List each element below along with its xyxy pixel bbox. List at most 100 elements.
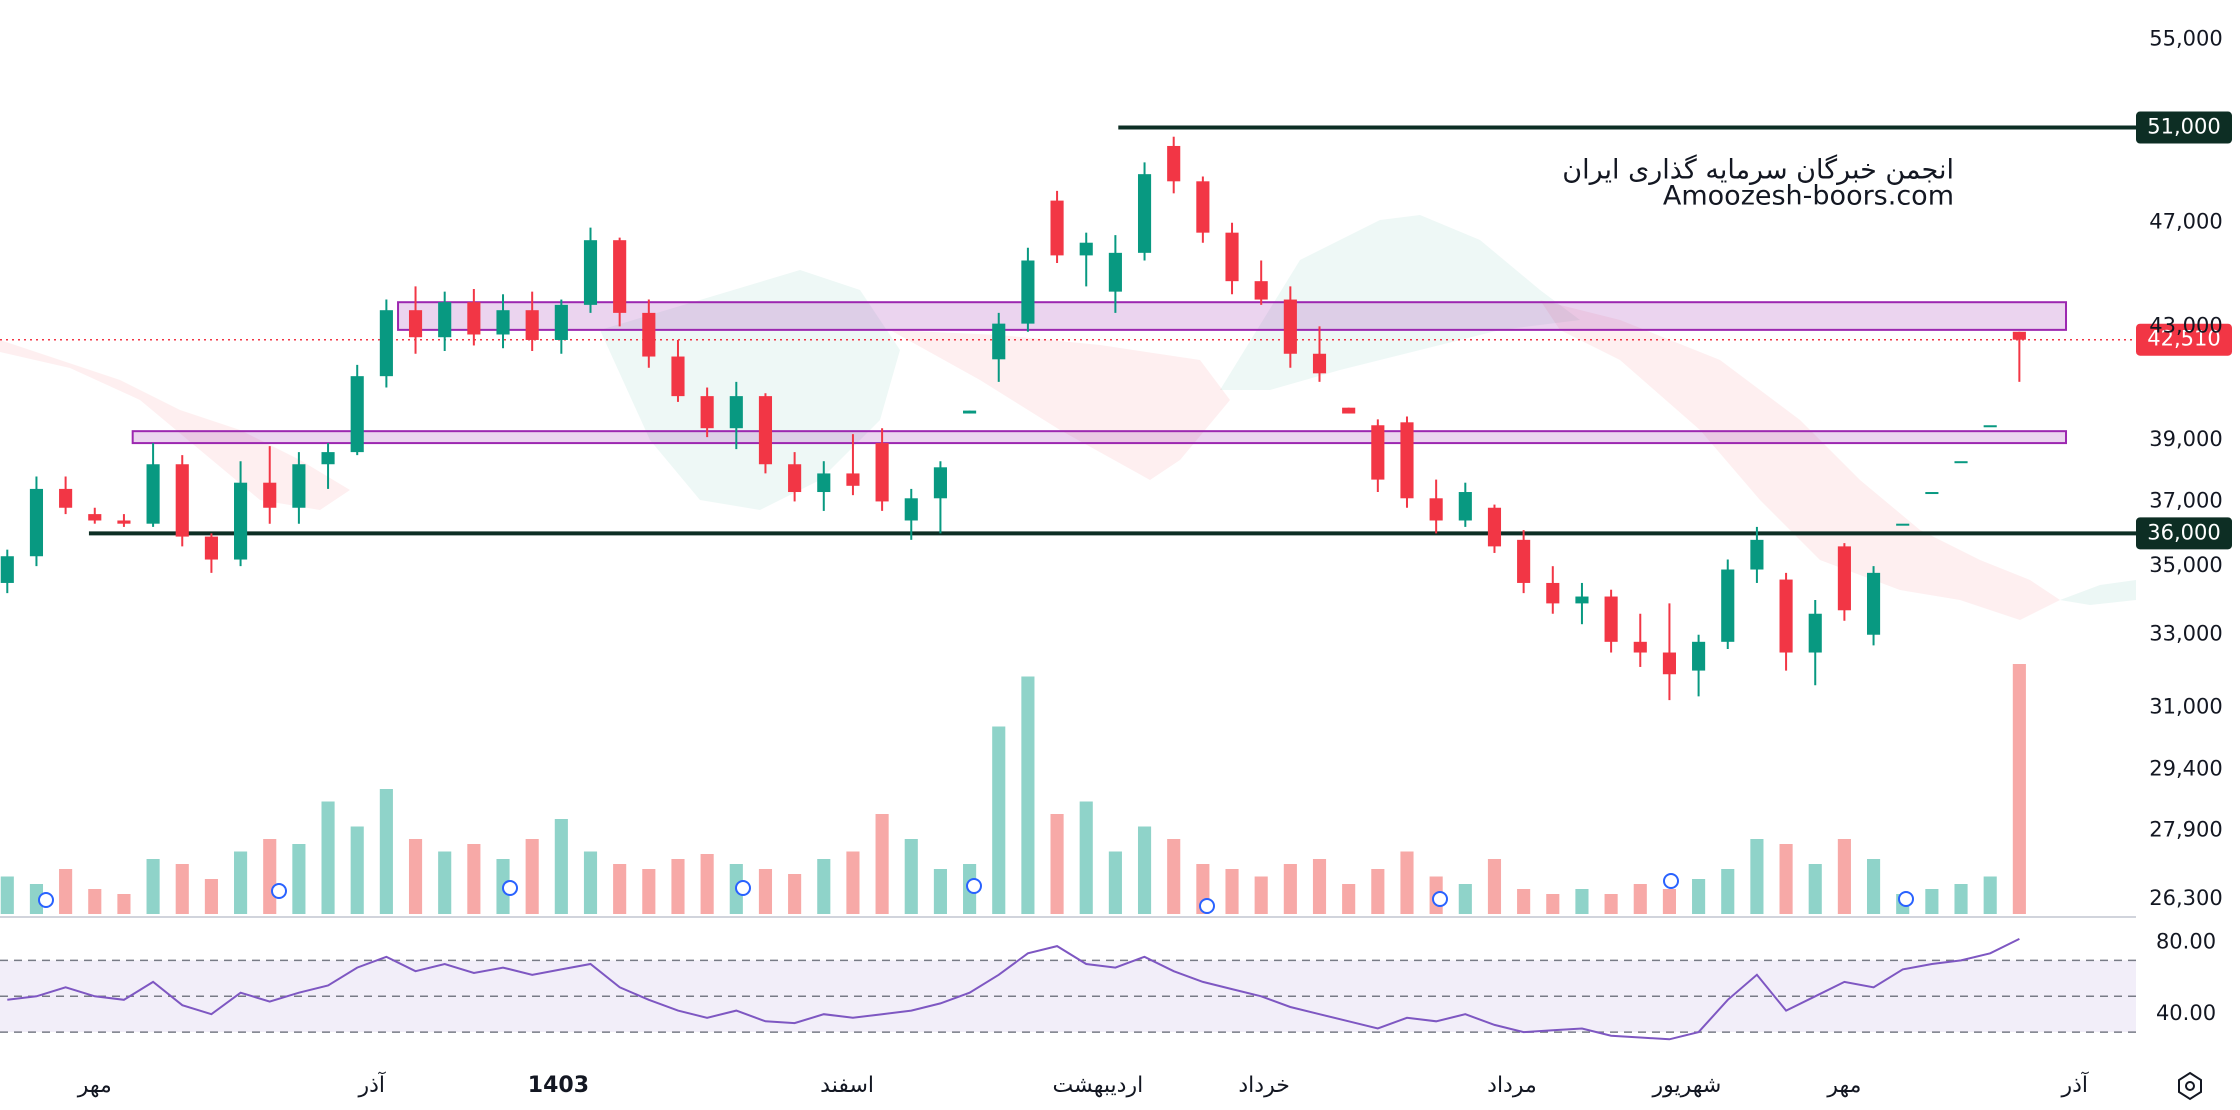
x-tick-label: مهر: [1826, 1073, 1861, 1098]
candle-body: [1896, 523, 1910, 526]
candle-body: [175, 464, 189, 537]
volume-bar: [933, 869, 947, 914]
candle-body: [1487, 507, 1502, 547]
volume-bar: [350, 826, 364, 914]
last-price-tag: [2136, 323, 2232, 356]
candle-body: [263, 482, 277, 508]
candle-body: [1692, 641, 1706, 671]
candle-body: [117, 520, 131, 524]
volume-bar: [758, 869, 773, 914]
x-tick-label: 1403: [528, 1073, 589, 1098]
candle-body: [1458, 492, 1472, 521]
volume-bar: [1925, 889, 1939, 914]
candle-body: [496, 310, 510, 335]
x-tick-label: خرداد: [1238, 1073, 1289, 1098]
settings-icon[interactable]: [2178, 1071, 2202, 1101]
candle-body: [554, 304, 568, 340]
event-marker[interactable]: [1432, 891, 1448, 907]
volume-bar: [1866, 859, 1881, 914]
volume-bar: [875, 814, 889, 914]
volume-bar: [1750, 839, 1764, 914]
y-tick-label: 55,000: [2149, 27, 2222, 51]
candle-body: [1808, 613, 1822, 653]
candle-body: [642, 312, 656, 357]
volume-bar: [1400, 851, 1414, 914]
candle-body: [525, 310, 539, 340]
volume-bar: [1167, 839, 1181, 914]
event-marker[interactable]: [1199, 898, 1215, 914]
level-tag-label: 51,000: [2147, 115, 2220, 139]
volume-bar: [1721, 869, 1735, 914]
candle-body: [1137, 174, 1152, 253]
candle-body: [1779, 579, 1793, 653]
candle-body: [321, 452, 335, 465]
candle-body: [2012, 331, 2026, 340]
volume-bar: [1283, 864, 1297, 914]
candle-body: [1312, 353, 1327, 374]
volume-bar: [59, 869, 73, 914]
volume-bar: [1954, 884, 1968, 914]
watermark: انجمن خبرگان سرمایه گذاری ایران: [1562, 154, 1954, 186]
x-tick-label: مرداد: [1487, 1073, 1537, 1098]
zone: [397, 301, 2068, 331]
x-tick-label: مهر: [77, 1073, 112, 1098]
event-marker[interactable]: [38, 892, 54, 908]
candle-body: [1866, 572, 1881, 635]
volume-bar: [1312, 859, 1327, 914]
candle-body: [1837, 546, 1851, 611]
candle-body: [1983, 425, 1997, 428]
candle-body: [1108, 252, 1122, 292]
volume-bar: [992, 726, 1006, 914]
volume-bar: [321, 801, 335, 914]
candle-body: [583, 240, 598, 305]
event-marker[interactable]: [966, 878, 982, 894]
volume-bar: [554, 819, 568, 914]
candle-body: [1342, 407, 1356, 414]
volume-bar: [671, 859, 685, 914]
volume-bar: [788, 874, 802, 914]
candle-body: [379, 310, 393, 377]
candle-body: [1371, 425, 1385, 480]
candle-body: [875, 443, 889, 502]
candle-body: [1167, 145, 1181, 182]
rsi-tick-label: 40.00: [2156, 1001, 2216, 1025]
candle-body: [350, 376, 364, 453]
volume-bar: [1079, 801, 1093, 914]
candle-body: [146, 464, 160, 524]
y-tick-label: 26,300: [2149, 886, 2222, 910]
candle-body: [59, 488, 73, 508]
level-tag: [2136, 111, 2232, 144]
volume-bar: [0, 876, 14, 914]
candle-body: [1400, 422, 1414, 499]
candle-body: [1079, 242, 1093, 256]
y-tick-label: 47,000: [2149, 210, 2222, 234]
candle-body: [467, 302, 481, 335]
y-tick-label: 35,000: [2149, 553, 2222, 577]
candle-body: [1954, 461, 1968, 464]
candle-body: [1575, 596, 1589, 604]
event-marker[interactable]: [735, 880, 751, 896]
volume-bar: [846, 851, 860, 914]
cloud-green: [2060, 580, 2136, 605]
event-marker[interactable]: [1898, 891, 1914, 907]
event-marker[interactable]: [1663, 873, 1679, 889]
y-tick-label: 31,000: [2149, 695, 2222, 719]
level-tag: [2136, 517, 2232, 550]
x-tick-label: آذر: [358, 1071, 386, 1098]
x-tick-label: شهریور: [1652, 1073, 1722, 1098]
event-marker[interactable]: [271, 883, 287, 899]
cloud-red: [0, 340, 350, 510]
event-marker[interactable]: [502, 880, 518, 896]
candle-body: [729, 396, 743, 429]
y-tick-label: 29,400: [2149, 756, 2222, 780]
volume-bar: [1021, 676, 1035, 914]
candle-body: [1050, 200, 1064, 256]
volume-bar: [1779, 844, 1793, 914]
level-tag-label: 36,000: [2147, 520, 2220, 544]
candle-body: [846, 473, 860, 486]
candle-body: [1750, 539, 1764, 570]
volume-bar: [379, 789, 393, 914]
candle-body: [292, 464, 306, 508]
volume-bar: [234, 851, 248, 914]
